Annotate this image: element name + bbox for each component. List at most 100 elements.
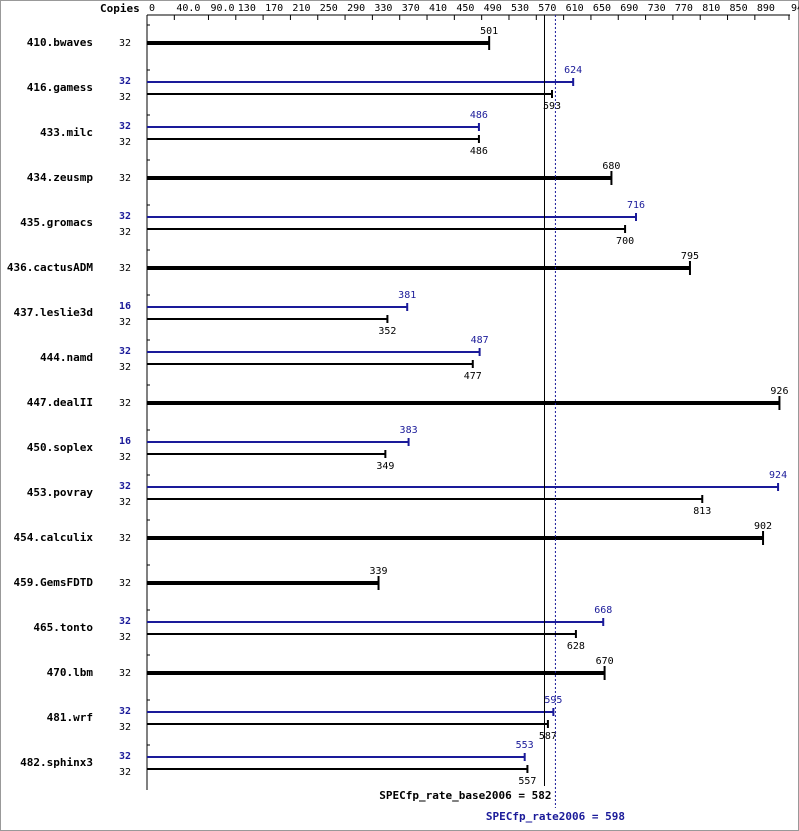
bar [147,266,690,270]
x-tick-label: 690 [620,3,638,14]
value-label: 593 [543,101,561,112]
copies: 32 [119,533,131,544]
value-label: 339 [369,566,387,577]
bar [147,441,409,443]
copies-header: Copies [100,2,140,15]
copies: 32 [119,452,131,463]
value-label: 668 [594,605,612,616]
bar [147,363,473,365]
x-tick-label: 90.0 [210,3,234,14]
category-label: 482.sphinx3 [20,756,93,769]
category-label: 433.milc [40,126,93,139]
copies: 32 [119,317,131,328]
category-label: 436.cactusADM [7,261,93,274]
bar [147,81,574,83]
x-tick-label: 330 [374,3,392,14]
value-label: 486 [470,146,488,157]
x-tick-label: 940 [791,3,799,14]
value-label: 349 [376,461,394,472]
value-label: 487 [471,335,489,346]
value-label: 587 [539,731,557,742]
value-label: 553 [516,740,534,751]
category-label: 447.dealII [27,396,93,409]
copies: 32 [119,211,131,222]
bar [147,126,479,128]
x-tick-label: 490 [484,3,502,14]
bar [147,621,604,623]
copies: 32 [119,767,131,778]
x-tick-label: 530 [511,3,529,14]
copies: 32 [119,92,131,103]
bar [147,216,637,218]
value-label: 813 [693,506,711,517]
bar [147,633,576,635]
category-label: 437.leslie3d [14,306,93,319]
value-label: 926 [770,386,788,397]
bar [147,581,379,585]
value-label: 924 [769,470,787,481]
value-label: 680 [602,161,620,172]
bar [147,228,626,230]
copies: 32 [119,616,131,627]
reference-label: SPECfp_rate2006 = 598 [486,810,625,823]
bar [147,41,490,45]
bar [147,486,779,488]
bar [147,711,554,713]
copies: 32 [119,481,131,492]
x-tick-label: 570 [538,3,556,14]
x-tick-label: 130 [238,3,256,14]
category-label: 453.povray [27,486,94,499]
category-label: 454.calculix [14,531,94,544]
x-tick-label: 170 [265,3,283,14]
copies: 32 [119,398,131,409]
x-tick-label: 890 [757,3,775,14]
x-tick-label: 250 [320,3,338,14]
x-tick-label: 650 [593,3,611,14]
value-label: 624 [564,65,582,76]
copies: 32 [119,121,131,132]
bar [147,318,388,320]
copies: 16 [119,301,131,312]
bar [147,723,548,725]
copies: 32 [119,173,131,184]
category-label: 465.tonto [33,621,93,634]
bar [147,671,605,675]
x-tick-label: 370 [402,3,420,14]
category-label: 481.wrf [47,711,93,724]
value-label: 501 [480,26,498,37]
bar [147,401,780,405]
value-label: 716 [627,200,645,211]
bar [147,138,479,140]
category-label: 459.GemsFDTD [14,576,94,589]
value-label: 477 [464,371,482,382]
bar [147,93,553,95]
x-tick-label: 210 [292,3,310,14]
copies: 32 [119,578,131,589]
copies: 32 [119,751,131,762]
copies: 32 [119,76,131,87]
category-label: 470.lbm [47,666,94,679]
copies: 32 [119,497,131,508]
copies: 32 [119,632,131,643]
value-label: 381 [398,290,416,301]
value-label: 557 [518,776,536,787]
value-label: 383 [400,425,418,436]
category-label: 434.zeusmp [27,171,94,184]
copies: 32 [119,227,131,238]
x-tick-label: 0 [149,3,155,14]
copies: 32 [119,137,131,148]
x-tick-label: 450 [456,3,474,14]
copies: 32 [119,668,131,679]
bar [147,756,525,758]
value-label: 795 [681,251,699,262]
x-tick-label: 850 [730,3,748,14]
bar [147,306,408,308]
value-label: 902 [754,521,772,532]
category-label: 410.bwaves [27,36,93,49]
value-label: 628 [567,641,585,652]
category-label: 416.gamess [27,81,93,94]
reference-label: SPECfp_rate_base2006 = 582 [379,789,551,802]
x-tick-label: 410 [429,3,447,14]
copies: 32 [119,722,131,733]
